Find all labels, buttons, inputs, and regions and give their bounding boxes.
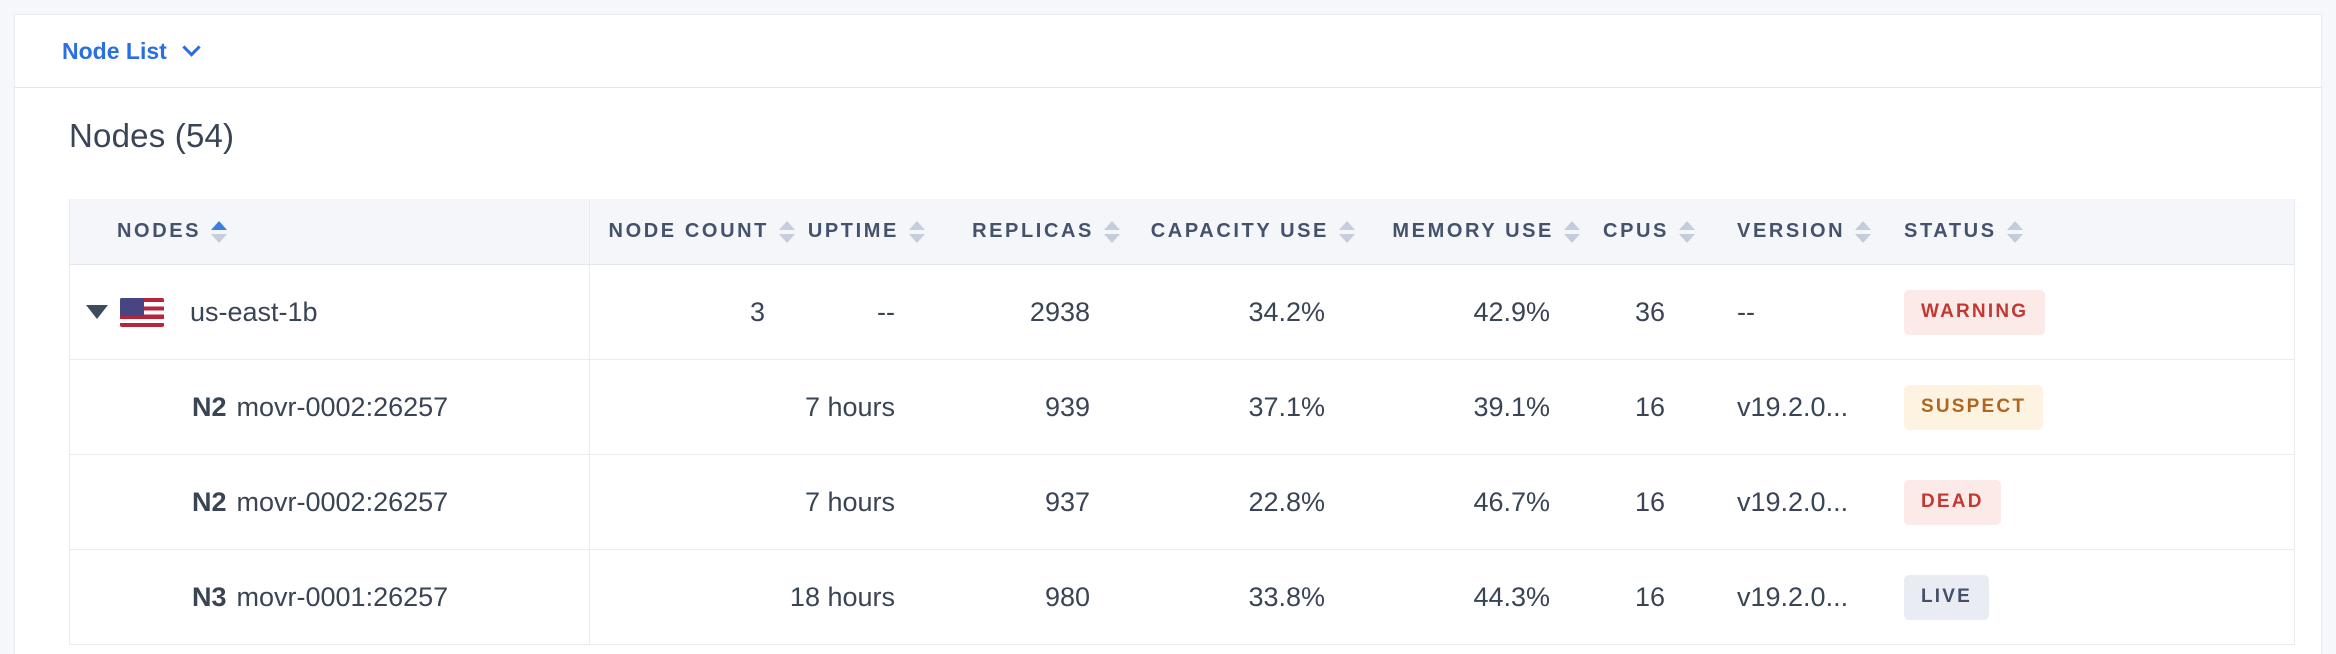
- capacity-use-cell: 33.8%: [1248, 581, 1325, 612]
- cpus-cell: 16: [1634, 486, 1665, 517]
- us-flag-icon: [120, 297, 164, 327]
- capacity-use-cell: 37.1%: [1248, 391, 1325, 422]
- uptime-cell: 18 hours: [789, 581, 895, 612]
- capacity-use-cell: 22.8%: [1248, 486, 1325, 517]
- version-cell: v19.2.0...: [1737, 581, 1849, 612]
- region-label[interactable]: us-east-1b: [190, 296, 318, 327]
- sort-icon: [1104, 220, 1120, 243]
- chevron-down-icon: [182, 38, 201, 57]
- sort-icon: [909, 220, 925, 243]
- page-title: Nodes (54): [69, 117, 235, 154]
- version-cell: v19.2.0...: [1737, 486, 1849, 517]
- status-badge: SUSPECT: [1904, 384, 2044, 430]
- sort-icon: [2006, 220, 2023, 243]
- column-header-node-count[interactable]: NODE COUNT: [590, 199, 795, 264]
- table-row-node[interactable]: N2 movr-0002:26257 7 hours 937 22.8% 46.7…: [70, 455, 2294, 550]
- column-header-version[interactable]: VERSION: [1695, 199, 1872, 264]
- node-count-cell: [590, 550, 795, 644]
- sort-icon: [779, 220, 795, 243]
- sort-icon: [211, 220, 228, 243]
- sort-icon: [1679, 220, 1695, 243]
- status-cell: WARNING: [1860, 265, 2294, 359]
- table-row-node[interactable]: N2 movr-0002:26257 7 hours 939 37.1% 39.1…: [70, 360, 2294, 455]
- uptime-cell: 7 hours: [804, 486, 895, 517]
- node-id[interactable]: N2: [192, 486, 227, 517]
- table-header-row: NODES NODE COUNT UPTIME REPLICAS CAPACIT…: [70, 199, 2294, 265]
- replicas-cell: 2938: [1029, 296, 1090, 327]
- column-header-status[interactable]: STATUS: [1860, 199, 2294, 264]
- replicas-cell: 937: [1044, 486, 1090, 517]
- memory-use-cell: 42.9%: [1473, 296, 1550, 327]
- node-name-cell: N3 movr-0001:26257: [70, 550, 590, 644]
- node-address[interactable]: movr-0001:26257: [236, 581, 449, 612]
- column-header-nodes[interactable]: NODES: [70, 199, 590, 264]
- column-header-capacity-use[interactable]: CAPACITY USE: [1120, 199, 1355, 264]
- status-cell: LIVE: [1860, 550, 2294, 644]
- capacity-use-cell: 34.2%: [1248, 296, 1325, 327]
- column-header-memory-use[interactable]: MEMORY USE: [1355, 199, 1580, 264]
- collapse-caret-icon[interactable]: [86, 305, 108, 319]
- sort-icon: [1855, 220, 1872, 243]
- column-header-uptime[interactable]: UPTIME: [795, 199, 925, 264]
- node-count-cell: [590, 360, 795, 454]
- status-badge: LIVE: [1904, 574, 1990, 620]
- replicas-cell: 980: [1044, 581, 1090, 612]
- memory-use-cell: 39.1%: [1473, 391, 1550, 422]
- region-name-cell: us-east-1b: [70, 265, 590, 359]
- version-cell: --: [1737, 296, 1755, 327]
- sort-icon: [1339, 220, 1355, 243]
- table-row-region[interactable]: us-east-1b 3 -- 2938 34.2% 42.9% 36 -- W…: [70, 265, 2294, 360]
- table-row-node[interactable]: N3 movr-0001:26257 18 hours 980 33.8% 44.…: [70, 550, 2294, 645]
- status-badge: DEAD: [1904, 479, 2001, 525]
- node-address[interactable]: movr-0002:26257: [236, 391, 449, 422]
- replicas-cell: 939: [1044, 391, 1090, 422]
- status-badge: WARNING: [1904, 289, 2046, 335]
- content-area: Nodes (54) NODES NODE COUNT UPTIME REPLI…: [15, 88, 2321, 645]
- node-name-cell: N2 movr-0002:26257: [70, 455, 590, 549]
- status-cell: DEAD: [1860, 455, 2294, 549]
- uptime-cell: --: [877, 296, 895, 327]
- view-selector-dropdown[interactable]: Node List: [62, 37, 201, 65]
- status-cell: SUSPECT: [1860, 360, 2294, 454]
- node-id[interactable]: N3: [192, 581, 227, 612]
- node-address[interactable]: movr-0002:26257: [236, 486, 449, 517]
- column-header-replicas[interactable]: REPLICAS: [925, 199, 1120, 264]
- node-count-cell: 3: [749, 296, 765, 327]
- sort-icon: [1564, 220, 1580, 243]
- node-list-card: Node List Nodes (54) NODES NODE COUNT UP…: [14, 14, 2322, 654]
- cpus-cell: 16: [1634, 391, 1665, 422]
- node-name-cell: N2 movr-0002:26257: [70, 360, 590, 454]
- uptime-cell: 7 hours: [804, 391, 895, 422]
- topbar: Node List: [15, 15, 2321, 88]
- view-selector-label: Node List: [62, 37, 167, 64]
- node-count-cell: [590, 455, 795, 549]
- memory-use-cell: 44.3%: [1473, 581, 1550, 612]
- version-cell: v19.2.0...: [1737, 391, 1849, 422]
- nodes-table: NODES NODE COUNT UPTIME REPLICAS CAPACIT…: [69, 199, 2295, 645]
- memory-use-cell: 46.7%: [1473, 486, 1550, 517]
- node-id[interactable]: N2: [192, 391, 227, 422]
- column-header-cpus[interactable]: CPUS: [1580, 199, 1695, 264]
- cpus-cell: 16: [1634, 581, 1665, 612]
- cpus-cell: 36: [1634, 296, 1665, 327]
